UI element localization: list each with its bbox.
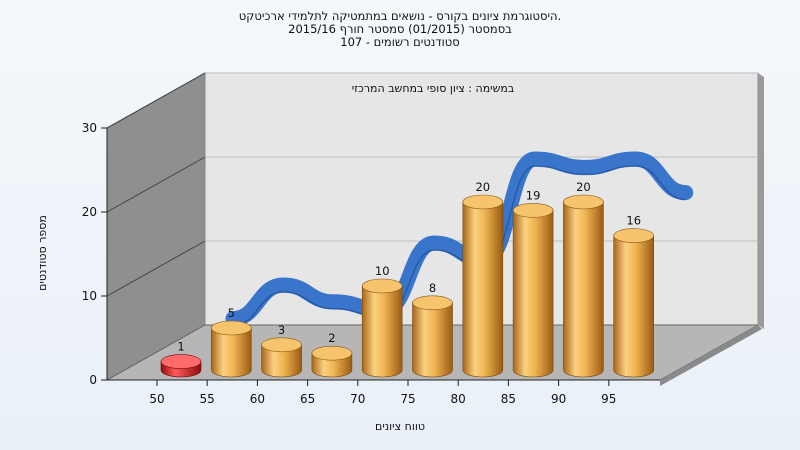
- bar-top: [412, 295, 453, 311]
- data-label: 20: [475, 180, 490, 194]
- x-axis-label: טווח ציונים: [375, 420, 425, 433]
- bar-90: 20: [563, 180, 604, 378]
- back-wall-edge: [758, 73, 764, 329]
- x-tick-label: 95: [601, 392, 616, 406]
- bar-top: [361, 278, 403, 294]
- bar-75: 8: [412, 281, 453, 378]
- chart-title-line: בסמסטר (01/2015) סמסטר חורף 2015/16: [288, 22, 512, 36]
- bar-top: [311, 345, 353, 361]
- x-tick-label: 85: [501, 392, 516, 406]
- bar-top: [512, 203, 554, 218]
- bar-50: 1: [160, 340, 202, 378]
- bar-body: [261, 344, 302, 378]
- data-label: 16: [626, 214, 641, 228]
- data-label: 20: [576, 180, 591, 194]
- bar-80: 20: [462, 180, 504, 378]
- bar-body: [412, 302, 453, 378]
- x-tick-label: 65: [300, 392, 315, 406]
- data-label: 19: [526, 188, 541, 202]
- bar-top: [563, 194, 604, 210]
- bar-85: 19: [512, 188, 554, 378]
- chart-subtitle: במשימה : ציון סופי במחשב המרכזי: [352, 82, 515, 95]
- floor-edge: [660, 325, 762, 386]
- x-tick-label: 55: [200, 392, 215, 406]
- data-label: 10: [375, 264, 390, 278]
- chart-title-line: היסטוגרמת ציונים בקורס - נושאים במתמטיקה…: [239, 9, 561, 23]
- bar-60: 3: [261, 323, 302, 378]
- bar-body: [512, 210, 554, 378]
- bar-95: 16: [613, 214, 655, 378]
- x-tick-label: 60: [250, 392, 265, 406]
- x-tick-label: 70: [350, 392, 365, 406]
- bar-top: [261, 337, 302, 353]
- bar-top: [462, 194, 504, 210]
- bar-top: [160, 354, 202, 369]
- data-label: 2: [328, 331, 335, 345]
- trend-line: [225, 151, 694, 327]
- grid-line-left: [106, 156, 206, 213]
- y-tick-label: 20: [82, 205, 97, 219]
- x-tick-label: 50: [149, 392, 164, 406]
- x-tick-label: 90: [551, 392, 566, 406]
- x-tick-label: 75: [400, 392, 415, 406]
- chart-title-line: סטודנטים רשומים - 107: [340, 35, 459, 49]
- bar-body: [462, 201, 504, 378]
- grid-line-left: [106, 72, 206, 129]
- bar-65: 2: [311, 331, 353, 378]
- x-tick-label: 80: [451, 392, 466, 406]
- data-label: 5: [228, 306, 235, 320]
- data-label: 8: [429, 281, 436, 295]
- grid-line-left: [106, 240, 206, 297]
- bar-top: [613, 228, 655, 243]
- trend-line-shadow: [232, 165, 686, 327]
- bar-body: [613, 235, 654, 378]
- bar-top: [211, 320, 252, 336]
- bar-70: 10: [361, 264, 403, 378]
- y-tick-label: 10: [82, 289, 97, 303]
- y-axis-label: מספר סטודנטים: [36, 215, 49, 291]
- bar-55: 5: [211, 306, 252, 378]
- bar-body: [361, 285, 403, 378]
- data-label: 3: [278, 323, 285, 337]
- bar-body: [211, 327, 252, 378]
- y-tick-label: 30: [82, 121, 97, 135]
- bar-body: [563, 201, 604, 378]
- data-label: 1: [177, 340, 184, 354]
- y-tick-label: 0: [89, 373, 97, 387]
